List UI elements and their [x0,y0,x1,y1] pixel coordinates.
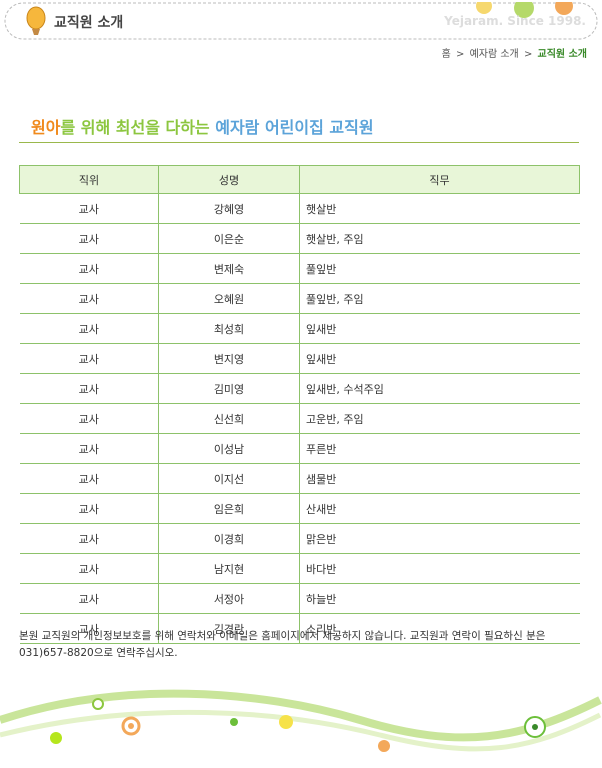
table-cell: 잎새반 [299,313,580,344]
table-cell: 교사 [19,373,159,404]
breadcrumb-item[interactable]: 예자람 소개 [469,49,519,60]
table-row: 교사 김경란 소리반 [19,613,580,644]
privacy-note: 본원 교직원의 개인정보보호를 위해 연락처와 이메일은 홈페이지에서 제공하지… [19,630,546,659]
table-cell: 신선희 [158,403,300,434]
table-cell: 교사 [19,193,159,224]
table-cell: 햇살반, 주임 [299,223,580,254]
table-row: 교사 오혜원 풀잎반, 주임 [19,283,580,314]
breadcrumb: 홈 > 예자람 소개 > 교직원 소개 [441,45,588,60]
table-cell: 강혜영 [158,193,300,224]
table-cell: 교사 [19,613,159,644]
table-row: 교사 김미영 잎새반, 수석주임 [19,373,580,404]
table-cell: 교사 [19,583,159,614]
column-header: 직무 [299,165,580,194]
table-cell: 하늘반 [299,583,580,614]
table-cell: 이경희 [158,523,300,554]
table-cell: 최성희 [158,313,300,344]
table-row: 교사 변제숙 풀잎반 [19,253,580,284]
table-cell: 잎새반, 수석주임 [299,373,580,404]
headline-rule [19,142,579,143]
table-cell: 교사 [19,253,159,284]
table-cell: 김경란 [158,613,300,644]
headline-part: 원아 [31,118,61,137]
table-cell: 샘물반 [299,463,580,494]
table-body: 교사 강혜영 햇살반 교사 이은순 햇살반, 주임 교사 변제숙 풀잎반 교사 오혜원 풀잎반, 주임… [19,193,580,644]
table-row: 교사 서정아 하늘반 [19,583,580,614]
table-cell: 교사 [19,223,159,254]
table-cell: 바다반 [299,553,580,584]
table-cell: 잎새반 [299,343,580,374]
column-header: 성명 [158,165,300,194]
table-cell: 푸른반 [299,433,580,464]
table-cell: 소리반 [299,613,580,644]
headline-part: 예자람 어린이집 교직원 [215,118,374,137]
table-row: 교사 강혜영 햇살반 [19,193,580,224]
table-cell: 임은희 [158,493,300,524]
table-cell: 남지현 [158,553,300,584]
decoration [0,689,602,752]
table-cell: 변제숙 [158,253,300,284]
table-cell: 서정아 [158,583,300,614]
table-row: 교사 최성희 잎새반 [19,313,580,344]
table-cell: 교사 [19,493,159,524]
breadcrumb-home[interactable]: 홈 [441,49,451,60]
table-row: 교사 남지현 바다반 [19,553,580,584]
column-header: 직위 [19,165,159,194]
table-cell: 맑은반 [299,523,580,554]
table-cell: 변지영 [158,343,300,374]
table-cell: 교사 [19,343,159,374]
table-cell: 교사 [19,553,159,584]
table-cell: 고운반, 주임 [299,403,580,434]
table-cell: 산새반 [299,493,580,524]
table-cell: 이지선 [158,463,300,494]
header-slogan: Yejaram. Since 1998. [444,14,586,28]
table-cell: 풀잎반 [299,253,580,284]
table-cell: 교사 [19,313,159,344]
table-cell: 교사 [19,283,159,314]
table-cell: 교사 [19,433,159,464]
table-row: 교사 이지선 샘물반 [19,463,580,494]
header-frame [4,2,598,40]
staff-table: 직위 성명 직무 교사 강혜영 햇살반 교사 이은순 햇살반, 주임 교사 변제숙 풀잎반 교사 오혜원… [19,165,580,644]
table-cell: 김미영 [158,373,300,404]
table-cell: 교사 [19,523,159,554]
header-title: 교직원 소개 [54,15,124,31]
table-cell: 풀잎반, 주임 [299,283,580,314]
table-row: 교사 신선희 고운반, 주임 [19,403,580,434]
headline: 원아를 위해 최선을 다하는 예자람 어린이집 교직원 [31,114,374,138]
table-row: 교사 이성남 푸른반 [19,433,580,464]
breadcrumb-separator: > [455,49,465,60]
table-cell: 교사 [19,403,159,434]
table-cell: 오혜원 [158,283,300,314]
table-cell: 이성남 [158,433,300,464]
table-cell: 교사 [19,463,159,494]
breadcrumb-separator: > [523,49,533,60]
table-row: 교사 변지영 잎새반 [19,343,580,374]
table-row: 교사 임은희 산새반 [19,493,580,524]
table-cell: 햇살반 [299,193,580,224]
breadcrumb-current: 교직원 소개 [537,49,587,60]
headline-part: 를 위해 최선을 다하는 [60,118,210,137]
table-row: 교사 이은순 햇살반, 주임 [19,223,580,254]
table-header-row: 직위 성명 직무 [19,165,580,194]
table-cell: 이은순 [158,223,300,254]
table-row: 교사 이경희 맑은반 [19,523,580,554]
